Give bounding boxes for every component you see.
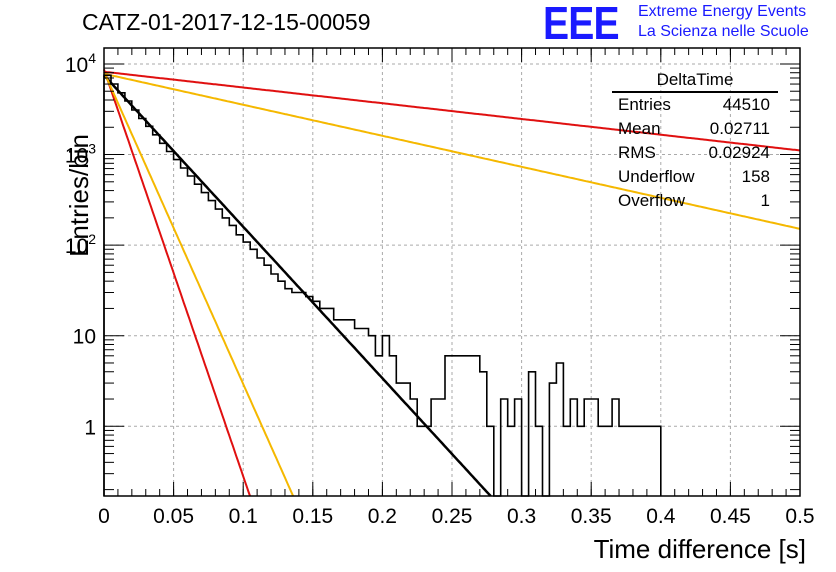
histogram: [103, 74, 662, 497]
logo-line-1: Extreme Energy Events: [638, 3, 807, 20]
fit-curve-3: [103, 70, 801, 152]
y-tick-label: 102: [65, 231, 96, 258]
logo-caption: Extreme Energy Events La Scienza nelle S…: [638, 2, 809, 42]
chart-title: CATZ-01-2017-12-15-00059: [82, 9, 371, 35]
stats-row-underflow: Underflow 158: [612, 165, 778, 189]
x-tick-label: 0: [98, 505, 110, 528]
y-tick-label: 10: [73, 326, 96, 349]
axis-ticks: [103, 48, 801, 496]
x-tick-label: 0.3: [507, 505, 536, 528]
y-tick-label: 1: [84, 416, 96, 439]
x-tick-label: 0.45: [710, 505, 751, 528]
histogram-outline: [103, 74, 662, 497]
stats-label: Entries: [618, 95, 671, 114]
stats-row-rms: RMS 0.02924: [612, 141, 778, 165]
logo-line-2: La Scienza nelle Scuole: [638, 23, 809, 40]
stats-value: 0.02924: [708, 143, 770, 162]
x-tick-labels: 0 0.05 0.1 0.15 0.2 0.25 0.3 0.35 0.4 0.45 0.5: [98, 505, 814, 528]
stats-label: Mean: [618, 119, 661, 138]
x-tick-label: 0.2: [368, 505, 397, 528]
stats-box-title: DeltaTime: [612, 69, 778, 93]
x-tick-label: 0.35: [571, 505, 612, 528]
fit-curve-0: [103, 74, 492, 497]
stats-row-entries: Entries 44510: [612, 93, 778, 117]
y-tick-label: 104: [65, 50, 96, 77]
stats-value: 158: [741, 167, 770, 186]
stats-row-overflow: Overflow 1: [612, 189, 778, 213]
x-tick-label: 0.25: [432, 505, 473, 528]
grid-lines: [104, 48, 800, 496]
stats-box: DeltaTime Entries 44510 Mean 0.02711 RMS…: [612, 69, 778, 213]
x-axis-label: Time difference [s]: [593, 534, 806, 564]
x-tick-label: 0.15: [292, 505, 333, 528]
y-tick-label: 103: [65, 141, 96, 168]
stats-label: Overflow: [618, 191, 686, 210]
fit-curve-2: [103, 71, 295, 497]
fit-curves: [103, 69, 801, 497]
x-tick-label: 0.1: [229, 505, 258, 528]
fit-curve-4: [103, 72, 801, 230]
fit-curve-1: [103, 69, 251, 497]
x-tick-label: 0.4: [646, 505, 676, 528]
y-axis-label: Entries/bin: [63, 134, 94, 257]
stats-value: 1: [760, 191, 770, 210]
stats-row-mean: Mean 0.02711: [612, 117, 778, 141]
stats-label: Underflow: [618, 167, 695, 186]
stats-value: 0.02711: [709, 119, 770, 138]
eee-logo: EEE: [543, 0, 620, 49]
stats-label: RMS: [618, 143, 656, 162]
x-tick-label: 0.05: [153, 505, 194, 528]
x-tick-label: 0.5: [785, 505, 814, 528]
stats-value: 44510: [722, 95, 770, 114]
y-tick-labels: 1 10 102 103 104: [65, 50, 96, 439]
